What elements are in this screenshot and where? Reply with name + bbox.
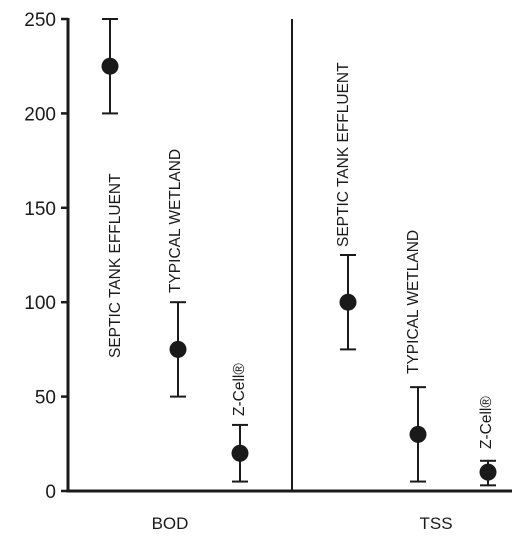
y-tick-label: 0 <box>45 482 56 503</box>
data-point <box>101 57 119 75</box>
y-tick-label: 150 <box>24 199 56 220</box>
data-point-label: TYPICAL WETLAND <box>167 149 184 293</box>
data-point <box>339 293 357 311</box>
data-point-group: SEPTIC TANK EFFLUENT <box>101 18 124 358</box>
data-point-label: Z-Cell® <box>478 396 495 449</box>
data-point-group: Z-Cell® <box>478 396 497 487</box>
data-point <box>231 444 249 462</box>
data-point-label: SEPTIC TANK EFFLUENT <box>335 62 352 247</box>
data-point-label: Z-Cell® <box>231 363 248 416</box>
y-tick-label: 50 <box>35 388 56 409</box>
data-point-label: TYPICAL WETLAND <box>405 230 422 374</box>
data-point-group: SEPTIC TANK EFFLUENT <box>335 62 357 351</box>
data-point <box>479 463 497 481</box>
data-point <box>409 425 427 443</box>
y-tick-label: 250 <box>24 10 56 31</box>
category-labels: BOD TSS <box>152 514 453 533</box>
y-tick-label: 200 <box>24 104 56 125</box>
data-points: SEPTIC TANK EFFLUENT TYPICAL WETLAND Z-Cel… <box>101 18 497 487</box>
x-category-label: TSS <box>419 514 452 533</box>
y-axis-ticks: 0 50 100 150 200 250 <box>24 10 68 503</box>
x-category-label: BOD <box>152 514 189 533</box>
y-tick-label: 100 <box>24 293 56 314</box>
data-point <box>169 340 187 358</box>
data-point-label: SEPTIC TANK EFFLUENT <box>107 173 124 358</box>
axes <box>66 18 512 493</box>
data-point-group: TYPICAL WETLAND <box>167 149 187 398</box>
data-point-group: TYPICAL WETLAND <box>405 230 427 483</box>
data-point-group: Z-Cell® <box>231 363 249 483</box>
